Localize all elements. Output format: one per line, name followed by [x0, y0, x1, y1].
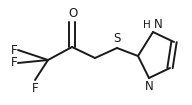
Text: H: H	[143, 20, 151, 30]
Text: N: N	[154, 18, 163, 31]
Text: O: O	[68, 7, 78, 20]
Text: S: S	[113, 32, 121, 45]
Text: F: F	[32, 82, 38, 95]
Text: F: F	[10, 56, 17, 70]
Text: N: N	[145, 80, 153, 93]
Text: F: F	[10, 43, 17, 56]
